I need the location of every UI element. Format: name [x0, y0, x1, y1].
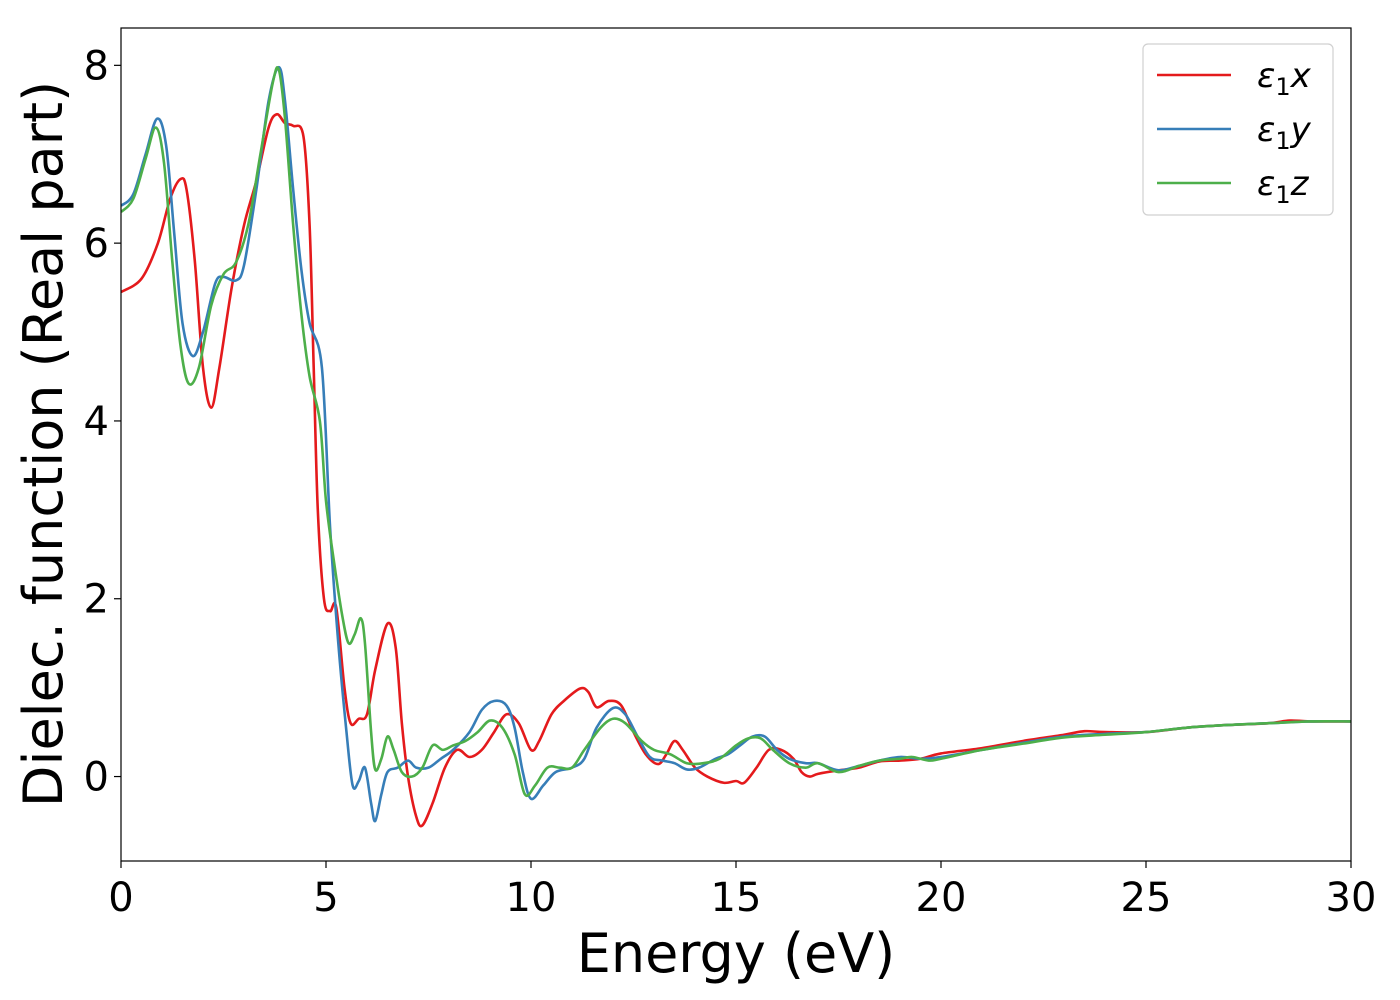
x-tick-label: 25 — [1121, 875, 1172, 921]
y-tick-label: 4 — [84, 399, 109, 445]
y-tick-label: 0 — [84, 755, 109, 801]
y-axis-ticks: 0 2 4 6 8 — [84, 43, 121, 801]
legend-box — [1142, 43, 1334, 216]
x-axis-ticks: 0 5 10 15 20 25 30 — [108, 861, 1376, 921]
x-tick-label: 30 — [1326, 875, 1377, 921]
x-tick-label: 0 — [108, 875, 133, 921]
legend: ε1x ε1y ε1z — [1142, 43, 1334, 216]
y-axis-label: Dielec. function (Real part) — [12, 81, 75, 807]
x-tick-label: 10 — [506, 875, 557, 921]
legend-label-y: ε1y — [1257, 110, 1312, 155]
legend-label-z: ε1z — [1257, 164, 1310, 209]
y-tick-label: 6 — [84, 221, 109, 267]
y-tick-label: 8 — [84, 43, 109, 89]
x-tick-label: 15 — [711, 875, 762, 921]
x-tick-label: 5 — [313, 875, 338, 921]
x-tick-label: 20 — [916, 875, 967, 921]
series-line-x — [121, 112, 1351, 828]
legend-label-x: ε1x — [1257, 56, 1312, 101]
y-tick-label: 2 — [84, 577, 109, 623]
series-line-z — [121, 66, 1351, 798]
x-axis-label: Energy (eV) — [577, 922, 896, 985]
plot-lines — [121, 65, 1351, 828]
